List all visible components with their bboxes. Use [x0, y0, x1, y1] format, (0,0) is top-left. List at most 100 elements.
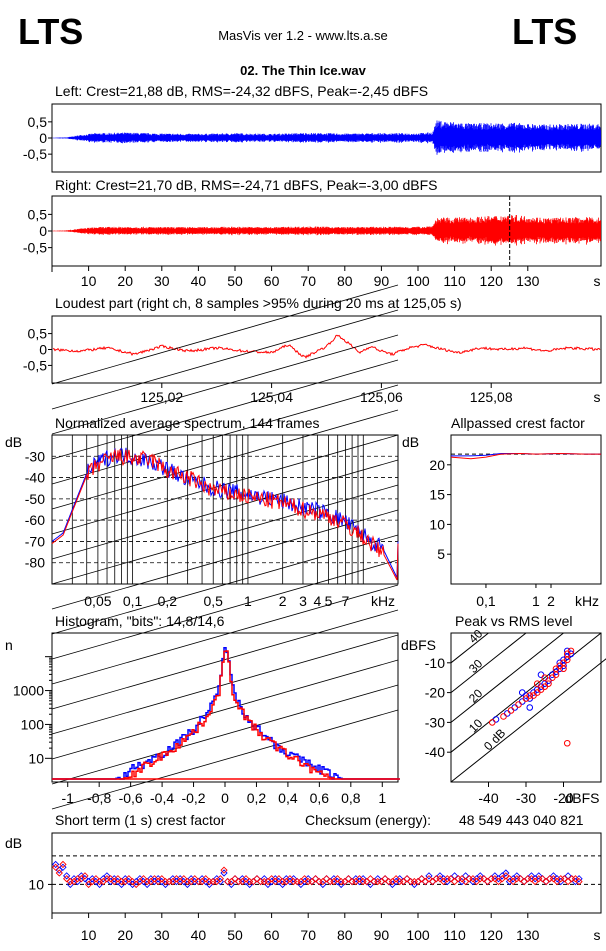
short-crest-right-point — [286, 875, 294, 883]
short-crest-left-point — [220, 869, 228, 877]
short-crest-x-tick: 130 — [516, 927, 540, 943]
short-crest-right-point — [300, 875, 309, 883]
short-crest-left-point — [209, 877, 217, 886]
short-crest-left-point — [447, 875, 455, 883]
short-crest-left-point — [224, 877, 232, 886]
short-crest-right-point — [59, 860, 67, 869]
short-crest-y-unit: dB — [5, 835, 22, 851]
histogram-right-line — [52, 650, 400, 780]
spectrum-slope-line — [51, 409, 399, 510]
right-channel-chart-y-tick: 0,5 — [28, 206, 48, 222]
short-crest-right-point — [165, 877, 173, 886]
short-crest-x-tick: 20 — [117, 927, 133, 943]
short-crest-right-point — [114, 875, 122, 883]
peak-rms-left-point — [518, 689, 526, 696]
short-crest-x-tick: 40 — [191, 927, 207, 943]
peak-rms-right-point — [567, 647, 575, 655]
peak-rms-diagonal-label: 40 — [466, 626, 486, 646]
short-crest-right-point — [139, 875, 148, 883]
right-channel-chart-y-tick: -0,5 — [23, 240, 47, 256]
short-crest-left-point — [527, 872, 536, 880]
left-channel-chart: 0,50-0,5 — [23, 103, 602, 173]
peak-rms-x-unit: dBFS — [564, 790, 599, 806]
spectrum-y-tick: -30 — [25, 448, 45, 464]
short-crest-right-point — [308, 877, 316, 886]
short-crest-left-point — [432, 875, 440, 883]
left-channel-chart-y-tick: 0 — [39, 130, 47, 146]
allpass-y-tick: 5 — [437, 546, 445, 562]
short-crest-left-point — [322, 875, 331, 883]
spectrum-x-tick: 2 — [279, 593, 287, 609]
right-x-tick: 10 — [81, 273, 97, 289]
peak-rms-y-tick: -30 — [425, 714, 445, 730]
left-channel-chart-y-tick: -0,5 — [23, 146, 47, 162]
short-crest-left-point — [341, 877, 349, 886]
short-crest-right-point — [575, 877, 583, 886]
right-x-tick: 80 — [337, 273, 353, 289]
short-crest-right-point — [194, 877, 203, 886]
right-x-tick: 20 — [117, 273, 133, 289]
short-crest-left-point — [418, 875, 426, 883]
short-crest-right-point — [209, 877, 217, 886]
short-crest-right-point — [381, 875, 389, 883]
short-crest-left-point — [315, 877, 323, 886]
histogram-y-tick: 10 — [28, 750, 44, 766]
spectrum-slope-line — [51, 684, 399, 785]
peak-rms-right-point — [500, 713, 507, 720]
histogram-x-tick: -0,4 — [150, 790, 174, 806]
peak-rms-right-point — [533, 680, 541, 687]
short-crest-right-point — [524, 875, 532, 883]
short-crest-left-point — [403, 875, 411, 883]
short-crest-right-point — [414, 877, 422, 886]
peak-rms-diagonal-label: 10 — [466, 716, 486, 736]
peak-rms-y-tick: -40 — [425, 744, 445, 760]
short-crest-right-point — [253, 875, 261, 883]
short-crest-right-point — [418, 875, 426, 883]
short-crest-x-tick: 10 — [81, 927, 97, 943]
spectrum-x-tick: 0,2 — [158, 593, 178, 609]
peak-rms-right-point — [526, 692, 534, 699]
spectrum-grid — [51, 284, 399, 810]
loudest-x-tick: 125,08 — [470, 389, 513, 405]
short-crest-left-point — [52, 860, 60, 869]
short-crest-left-point — [465, 875, 473, 883]
short-crest-right-point — [180, 875, 188, 883]
spectrum-slope-line — [51, 509, 399, 610]
allpass-x-tick: 2 — [547, 593, 555, 609]
short-crest-x-tick: 110 — [443, 927, 466, 943]
short-crest-right-point — [231, 875, 239, 883]
spectrum-slope-line — [51, 384, 399, 485]
short-crest-left-point — [399, 877, 407, 886]
peak-rms-diagonal-label: 0 dB — [481, 726, 508, 753]
short-crest-right-point — [158, 875, 166, 883]
right-x-tick: 50 — [227, 273, 243, 289]
short-crest-left-point — [293, 877, 301, 886]
spectrum-slope-line — [51, 334, 399, 435]
loudest-y-tick: -0,5 — [23, 357, 47, 373]
histogram-title: Histogram, "bits": 14,8/14,6 — [55, 613, 225, 629]
short-crest-right-point — [363, 877, 371, 886]
short-crest-left-point — [535, 872, 543, 880]
short-crest-right-point — [568, 875, 576, 883]
short-crest-right-point — [63, 875, 71, 883]
short-crest-x-tick: 60 — [264, 927, 280, 943]
histogram-x-tick: 0 — [221, 790, 229, 806]
right-channel-chart-waveform — [52, 215, 601, 246]
short-crest-right-point — [465, 875, 473, 883]
short-crest-right-point — [560, 875, 569, 883]
allpass-chart: 20 15 10 5 0,1 1 2 kHz — [429, 434, 602, 609]
spectrum-chart-frame — [51, 434, 399, 585]
spectrum-x-tick: 5 — [325, 593, 333, 609]
short-crest-left-point — [235, 877, 243, 886]
short-crest-right-point — [191, 875, 199, 883]
short-crest-right-point — [421, 877, 429, 886]
peak-rms-left-point — [560, 662, 567, 670]
peak-rms-y-unit: dBFS — [401, 637, 436, 653]
short-crest-right-point — [516, 875, 525, 883]
short-crest-right-point — [458, 875, 466, 883]
short-crest-left-point — [231, 875, 239, 883]
histogram-x-tick: 1 — [378, 790, 386, 806]
spectrum-y-tick: -60 — [25, 512, 45, 528]
short-crest-x-tick: 100 — [406, 927, 430, 943]
short-crest-right-point — [150, 875, 159, 883]
